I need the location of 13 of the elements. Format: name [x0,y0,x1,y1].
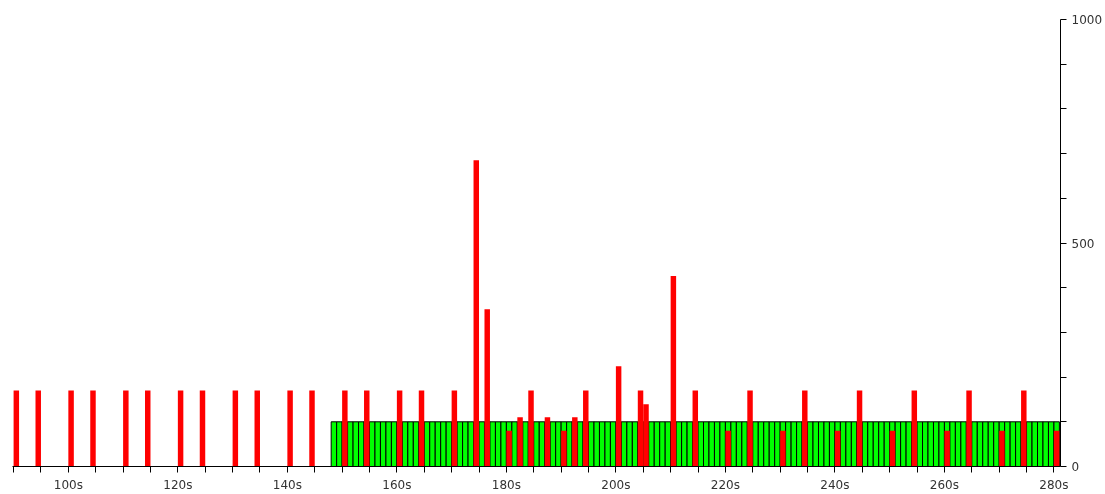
x-tick-label: 200s [601,477,631,492]
x-tick-label: 240s [820,477,850,492]
x-tick-label: 120s [163,477,193,492]
y-tick-label: 0 [1071,460,1080,474]
x-tick-label: 100s [53,477,83,492]
x-tick-label: 160s [382,477,412,492]
x-tick-label: 140s [272,477,302,492]
x-tick-label: 220s [710,477,740,492]
x-tick-label: 180s [491,477,521,492]
x-tick-label: 260s [929,477,959,492]
y-tick-label: 500 [1071,236,1095,251]
x-tick-label: 280s [1039,477,1069,492]
y-tick-label: 1000 [1071,13,1103,27]
